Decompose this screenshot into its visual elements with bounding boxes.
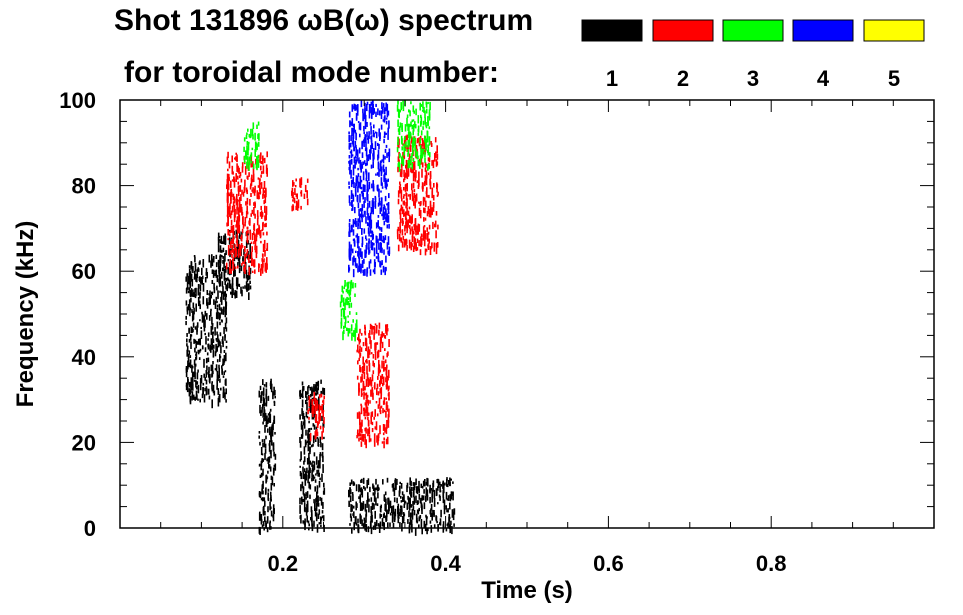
legend-swatch <box>863 19 925 42</box>
x-tick-label: 0.8 <box>756 551 787 576</box>
x-axis-label: Time (s) <box>481 577 573 604</box>
mode-2-region-4 <box>356 322 390 449</box>
legend-swatch <box>652 19 714 42</box>
legend-swatch <box>722 19 784 42</box>
legend-item-1: 1 <box>581 19 643 91</box>
mode-3-region-3 <box>396 100 431 172</box>
legend-mode-number: 1 <box>606 66 618 91</box>
series-mode-2 <box>225 134 439 449</box>
y-tick-label: 40 <box>72 345 96 370</box>
mode-1-region-3 <box>258 378 277 535</box>
spectrum-data <box>185 100 456 536</box>
mode-2-region-2 <box>291 177 309 212</box>
y-tick-label: 20 <box>72 430 96 455</box>
series-mode-4 <box>348 100 391 278</box>
mode-3-region-2 <box>339 279 358 342</box>
y-tick-label: 100 <box>59 88 96 113</box>
mode-3-region-1 <box>243 121 260 171</box>
legend-item-5: 5 <box>863 19 925 91</box>
mode-1-region-5 <box>348 477 456 536</box>
legend: 1 2 3 4 5 <box>581 19 925 91</box>
x-tick-label: 0.2 <box>268 551 299 576</box>
y-tick-label: 0 <box>84 516 96 541</box>
y-tick-label: 80 <box>72 174 96 199</box>
legend-swatch <box>792 19 854 42</box>
x-tick-label: 0.6 <box>593 551 624 576</box>
mode-4-region-1 <box>348 100 391 278</box>
legend-mode-number: 4 <box>817 66 830 91</box>
legend-swatch <box>581 19 643 42</box>
legend-item-2: 2 <box>652 19 714 91</box>
series-mode-3 <box>243 100 431 342</box>
y-tick-label: 60 <box>72 259 96 284</box>
legend-title: for toroidal mode number: <box>124 56 499 89</box>
legend-mode-number: 2 <box>677 66 689 91</box>
mode-2-region-3 <box>307 391 325 442</box>
x-tick-label: 0.4 <box>430 551 461 576</box>
chart-title: Shot 131896 ωB(ω) spectrum <box>114 4 534 37</box>
tick-labels: 0.2 0.4 0.6 0.8 0 20 40 60 80 100 <box>59 88 786 576</box>
series-mode-1 <box>185 229 456 536</box>
y-axis-label: Frequency (kHz) <box>12 221 39 408</box>
legend-item-4: 4 <box>792 19 854 91</box>
mode-1-region-1 <box>185 254 228 409</box>
legend-mode-number: 3 <box>747 66 759 91</box>
legend-item-3: 3 <box>722 19 784 91</box>
legend-mode-number: 5 <box>888 66 900 91</box>
axis-ticks <box>120 99 934 529</box>
